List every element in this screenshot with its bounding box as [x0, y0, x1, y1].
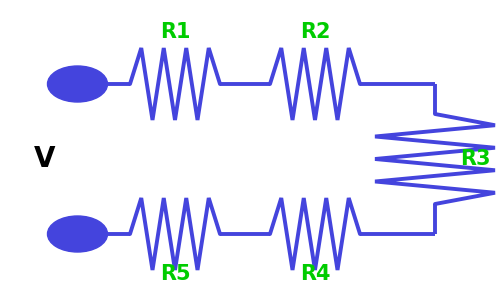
Text: R4: R4: [300, 264, 330, 284]
Text: R5: R5: [160, 264, 190, 284]
Text: R1: R1: [160, 22, 190, 42]
Circle shape: [48, 66, 108, 102]
Circle shape: [48, 216, 108, 252]
Text: R3: R3: [460, 149, 490, 169]
Text: -: -: [55, 225, 62, 243]
Text: V: V: [34, 145, 56, 173]
Text: R2: R2: [300, 22, 330, 42]
Text: +: +: [48, 75, 62, 93]
